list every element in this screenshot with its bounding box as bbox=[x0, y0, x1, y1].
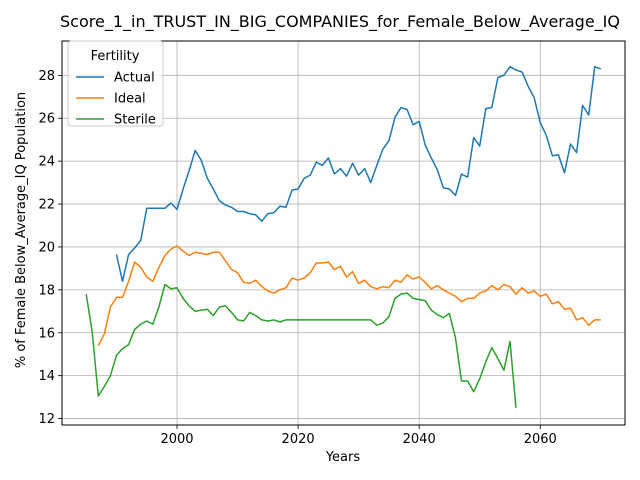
y-tick-label: 14 bbox=[38, 369, 55, 384]
series-line-ideal bbox=[97, 245, 601, 346]
y-tick-label: 20 bbox=[38, 240, 55, 255]
y-tick-label: 12 bbox=[38, 412, 55, 427]
y-tick-label: 26 bbox=[38, 112, 55, 127]
x-tick-label: 2020 bbox=[282, 432, 315, 447]
x-axis-label: Years bbox=[325, 450, 361, 465]
legend-label-actual: Actual bbox=[114, 71, 155, 86]
y-tick-label: 28 bbox=[38, 69, 55, 84]
legend: Fertility Actual Ideal Sterile bbox=[67, 40, 164, 128]
y-tick-label: 18 bbox=[38, 283, 55, 298]
x-tick-label: 2000 bbox=[160, 432, 193, 447]
y-tick-label: 16 bbox=[38, 326, 55, 341]
series-line-sterile bbox=[85, 283, 517, 408]
axis-ticks: 2000 2020 2040 2060 12 14 16 18 20 22 24 26 28 bbox=[38, 69, 556, 447]
plot-frame bbox=[61, 40, 626, 426]
x-tick-label: 2040 bbox=[403, 432, 436, 447]
y-axis-label: % of Female Below_Average_IQ Population bbox=[14, 92, 29, 368]
legend-label-ideal: Ideal bbox=[114, 92, 146, 107]
legend-title: Fertility bbox=[91, 49, 140, 64]
legend-label-sterile: Sterile bbox=[114, 113, 156, 128]
y-tick-label: 24 bbox=[38, 155, 55, 170]
series-lines bbox=[85, 65, 602, 408]
series-line-actual bbox=[115, 65, 602, 283]
chart-title: Score_1_in_TRUST_IN_BIG_COMPANIES_for_Fe… bbox=[60, 12, 620, 32]
x-tick-label: 2060 bbox=[524, 432, 557, 447]
legend-box bbox=[67, 40, 164, 127]
y-tick-label: 22 bbox=[38, 198, 55, 213]
